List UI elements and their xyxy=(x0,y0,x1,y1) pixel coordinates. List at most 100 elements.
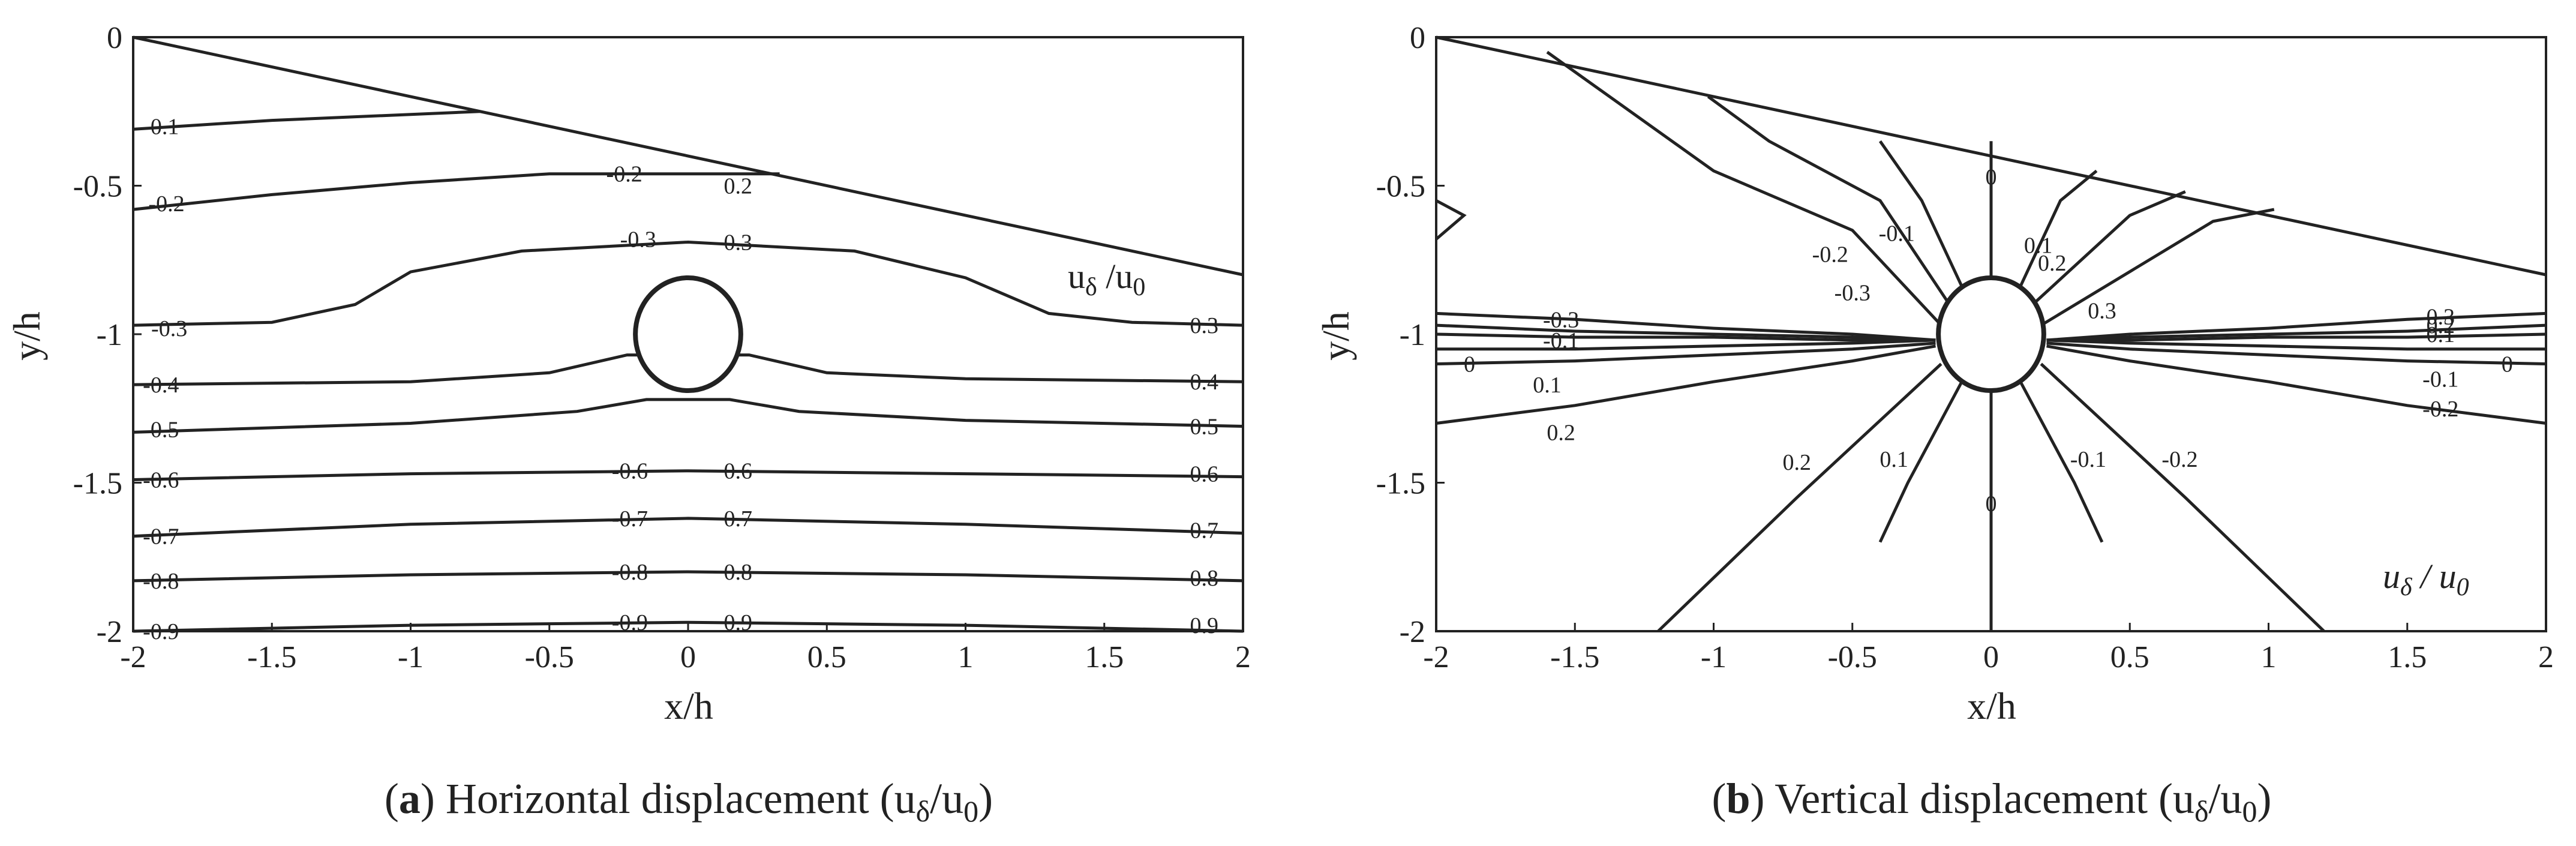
panel-b-radial-contour xyxy=(2017,169,2098,290)
panel-b-contour-line xyxy=(1436,338,1936,351)
panel-a-contour-label: -0.9 xyxy=(612,610,648,635)
panel-b-x-tick-label: -2 xyxy=(1423,640,1449,674)
panel-a-contour-label: 0.2 xyxy=(724,174,753,199)
panel-b-contour-label: -0.3 xyxy=(1835,281,1871,306)
panel-a-x-axis-label: x/h xyxy=(664,685,713,727)
panel-a-contour-label: -0.5 xyxy=(143,417,179,442)
panel-a-contour-label: 0.8 xyxy=(1190,566,1219,591)
panel-a-contour-label: 0.7 xyxy=(1190,518,1219,544)
panel-a-contour-label: -0.2 xyxy=(148,191,184,217)
panel-b-radial-contour xyxy=(2017,378,2104,543)
panel-a-contour-line xyxy=(133,469,1244,481)
panel-b-contour-label: 0.2 xyxy=(1783,450,1812,475)
panel-a-contour-label: 0.8 xyxy=(724,560,753,585)
panel-b-radial-contour xyxy=(1435,199,1467,241)
panel-b-y-axis-label: y/h xyxy=(1314,311,1357,361)
panel-b-radial-contour xyxy=(2040,362,2325,632)
panel-b-x-tick-label: -1 xyxy=(1701,640,1727,674)
panel-a-contour-label: -0.8 xyxy=(612,560,648,585)
panel-a-contour-label: -0.6 xyxy=(143,468,179,493)
panel-b-contour-line xyxy=(2046,338,2546,351)
panel-b-contour-label: -0.2 xyxy=(2422,397,2458,422)
panel-a-contour-line xyxy=(133,620,1244,633)
panel-b-contour-label: 0.3 xyxy=(2088,298,2116,323)
panel-a-obstacle-circle xyxy=(633,275,743,394)
panel-b-contour-line xyxy=(2046,341,2547,365)
panel-a-contour-label: 0.9 xyxy=(1190,613,1219,638)
panel-a-x-tick-label: -1 xyxy=(398,640,424,674)
panel-a-contour-line xyxy=(133,398,1244,434)
panel-b-axis-ticks: -2 -1.5 -1 -0.5 0 0.5 1 1.5 2 0 -0.5 -1 -1.5 -2 xyxy=(1376,21,2554,674)
panel-a-caption: (a) Horizontal displacement (uδ/u0) xyxy=(385,775,993,828)
panel-a-x-tick-label: 2 xyxy=(1235,640,1251,674)
panel-a-x-tick-label: -0.5 xyxy=(525,640,574,674)
panel-b-obstacle-circle xyxy=(1936,275,2046,394)
panel-a-contour-labels: -0.1 -0.2 -0.2 0.2 -0.3 -0.3 0.3 0.3 -0.4 0.4 -0.5… xyxy=(143,115,1218,645)
panel-b-contour-label: 0.1 xyxy=(2024,233,2053,259)
panel-b-radial-contour xyxy=(1878,140,1965,290)
panel-b-contour-label: -0.1 xyxy=(1543,328,1579,353)
panel-a-contour-label: 0.6 xyxy=(1190,462,1219,487)
panel-a-x-tick-label: -1.5 xyxy=(247,640,296,674)
panel-a-contour-label: -0.3 xyxy=(151,316,187,341)
panel-b-contours xyxy=(1435,35,2547,632)
panel-b-contour-line xyxy=(2046,311,2547,342)
panel-a-contour-label: -0.2 xyxy=(607,162,643,187)
panel-a-axis-ticks: -2 -1.5 -1 -0.5 0 0.5 1 1.5 2 0 -0.5 -1 -1.5 -2 xyxy=(73,21,1251,674)
panel-a-contour-label: -0.1 xyxy=(143,115,179,140)
panel-b-contour-line xyxy=(2046,323,2547,342)
panel-a-y-tick-label: -0.5 xyxy=(73,170,122,204)
panel-a-y-tick-label: -1 xyxy=(97,318,122,352)
panel-b-x-axis-label: x/h xyxy=(1967,685,2016,727)
panel-a-contour-label: 0.3 xyxy=(1190,313,1219,338)
panel-a-horizontal-displacement: -2 -1.5 -1 -0.5 0 0.5 1 1.5 20-0.5-1-1.5-2 -0.1-… xyxy=(5,21,1251,727)
panel-b-x-tick-label: 1 xyxy=(2261,640,2277,674)
panel-b-contour-label: -0.1 xyxy=(2422,367,2458,392)
panel-b-contour-line xyxy=(1436,323,1936,342)
panel-b-contour-label: 0.2 xyxy=(2427,313,2455,338)
panel-b-y-tick-label: -2 xyxy=(1400,615,1425,649)
panel-b-x-tick-label: 0.5 xyxy=(2110,640,2149,674)
panel-a-contour-label: 0.9 xyxy=(724,610,753,635)
panel-a-y-tick-label: -1.5 xyxy=(73,467,122,501)
panel-a-x-tick-label: 0.5 xyxy=(807,640,846,674)
panel-b-radial-contour xyxy=(1878,378,1965,543)
panel-b-contour-label: 0.1 xyxy=(1880,447,1908,472)
panel-a-contour-label: 0.5 xyxy=(1190,414,1219,439)
panel-a-contour-line xyxy=(133,172,780,211)
panel-b-x-tick-label: 0 xyxy=(1983,640,1999,674)
panel-a-contour-line xyxy=(133,570,1244,583)
panel-b-x-tick-label: 2 xyxy=(2538,640,2554,674)
panel-a-contour-label: 0.7 xyxy=(724,506,753,532)
panel-a-x-tick-label: 1.5 xyxy=(1085,640,1124,674)
panel-a-contour-label: -0.3 xyxy=(620,227,656,253)
panel-a-contour-label: -0.8 xyxy=(143,569,179,594)
panel-a-contour-label: -0.9 xyxy=(143,619,179,644)
panel-b-x-tick-label: -0.5 xyxy=(1828,640,1877,674)
panel-b-x-tick-label: -1.5 xyxy=(1550,640,1599,674)
panel-b-radial-contour xyxy=(1657,362,1942,632)
panel-b-contour-label: -0.2 xyxy=(1812,242,1848,267)
panel-b-contour-line xyxy=(1436,311,1936,342)
panel-a-contour-label: -0.4 xyxy=(143,373,179,398)
panel-b-contour-label: 0 xyxy=(1986,491,1997,517)
panel-a-contour-label: 0.6 xyxy=(724,459,753,484)
panel-b-contour-label: -0.2 xyxy=(2161,447,2197,472)
panel-b-radial-contour xyxy=(2040,208,2275,327)
panel-b-contour-line xyxy=(1436,332,1936,342)
panel-a-contour-label: 0.3 xyxy=(724,230,753,256)
panel-b-radial-contour xyxy=(1707,95,1951,305)
panel-a-contour-label: -0.6 xyxy=(612,459,648,484)
panel-a-y-tick-label: -2 xyxy=(97,615,122,649)
panel-a-contour-label: -0.7 xyxy=(143,524,179,550)
panel-b-vertical-displacement: -2 -1.5 -1 -0.5 0 0.5 1 1.5 20-0.5-1-1.5-2 -0.3-… xyxy=(1314,21,2554,727)
panel-b-contour-label: 0.1 xyxy=(1533,373,1562,398)
panel-a-x-tick-label: 0 xyxy=(680,640,696,674)
panel-b-contour-line xyxy=(2046,344,2547,425)
panel-b-y-tick-label: -1 xyxy=(1400,318,1425,352)
panel-b-contour-label: 0.2 xyxy=(2038,251,2067,276)
panel-a-contour-line xyxy=(133,240,1244,327)
panel-a-top-boundary xyxy=(133,35,1244,277)
panel-a-contour-label: 0.4 xyxy=(1190,370,1219,395)
